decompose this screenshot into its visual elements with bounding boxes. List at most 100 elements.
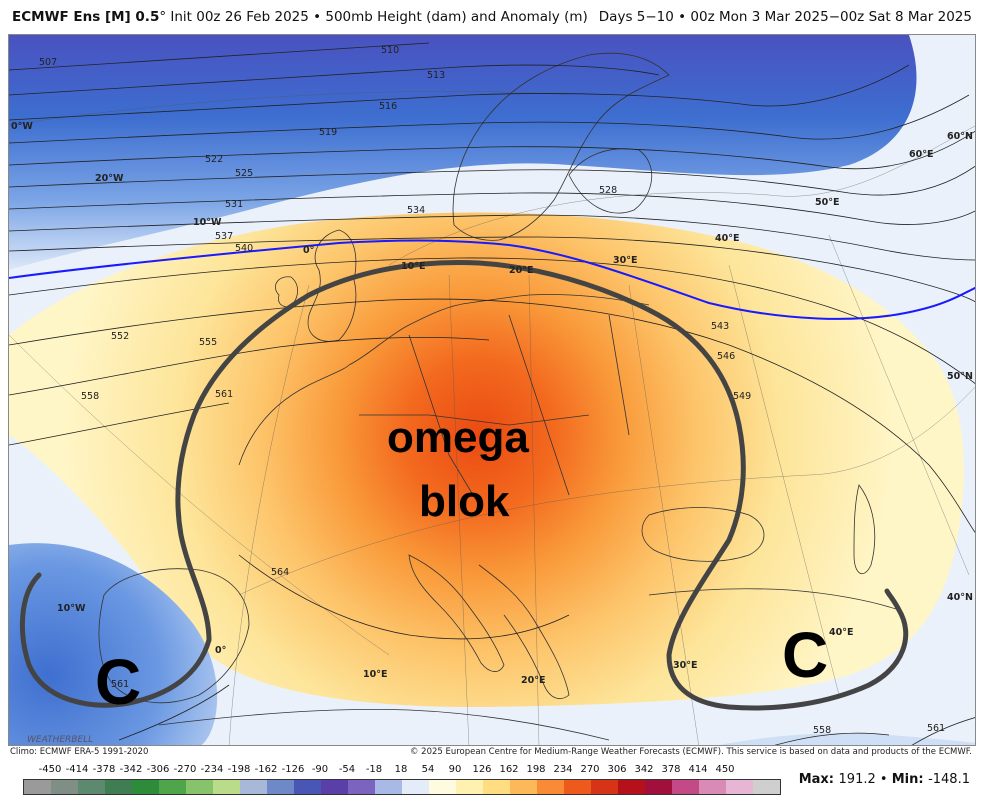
lon-label: 40°E — [829, 627, 853, 638]
colorbar-swatch — [402, 780, 429, 794]
lon-label: 30°E — [613, 255, 637, 266]
colorbar-tick-label: 126 — [472, 764, 492, 775]
colorbar-swatch — [321, 780, 348, 794]
contour-label: 516 — [379, 101, 397, 112]
climo-540-line — [9, 239, 975, 320]
colorbar-swatch — [267, 780, 294, 794]
lon-label: 10°E — [363, 669, 387, 680]
colorbar-tick-label: -450 — [38, 764, 62, 775]
colorbar-tick-label: 90 — [448, 764, 462, 775]
lat-label: 60°N — [947, 131, 973, 142]
contour-label: 534 — [407, 205, 425, 216]
contour-label: 558 — [813, 725, 831, 736]
map-canvas: 507 510 513 516 519 522 525 528 531 534 … — [9, 35, 975, 745]
colorbar-tick-label: -54 — [338, 764, 356, 775]
colorbar-tick-label: -126 — [281, 764, 305, 775]
colorbar-ticks: -450 -414 -378 -342 -306 -270 -234 -198 -162 -126… — [18, 764, 735, 778]
colorbar-tick-label: -162 — [254, 764, 278, 775]
map-header: ECMWF Ens [M] 0.5° Init 00z 26 Feb 2025 … — [0, 0, 984, 34]
contour-label: 561 — [927, 723, 945, 734]
colorbar-swatch — [213, 780, 240, 794]
contour-label: 561 — [111, 679, 129, 690]
contour-label: 543 — [711, 321, 729, 332]
omega-outline — [19, 260, 909, 711]
colorbar-swatch — [375, 780, 402, 794]
lon-label: 10°E — [401, 261, 425, 272]
annotation-blok: blok — [419, 477, 510, 526]
colorbar-swatch — [348, 780, 375, 794]
lon-label: 50°E — [815, 197, 839, 208]
colorbar-swatch — [240, 780, 267, 794]
anomaly-map: 507 510 513 516 519 522 525 528 531 534 … — [8, 34, 976, 746]
height-contours — [9, 42, 975, 745]
negative-anomaly-north — [9, 35, 917, 270]
lon-label: 20°E — [509, 265, 533, 276]
graticule — [9, 91, 975, 745]
lon-label: 60°E — [909, 149, 933, 160]
colorbar-tick-label: -378 — [92, 764, 116, 775]
colorbar-swatch — [186, 780, 213, 794]
init-and-field: Init 00z 26 Feb 2025 • 500mb Height (dam… — [166, 9, 588, 25]
colorbar-tick-label: 306 — [607, 764, 627, 775]
lon-label: 20°E — [521, 675, 545, 686]
colorbar-swatch — [753, 780, 780, 794]
colorbar-tick-label: -414 — [65, 764, 89, 775]
footer: Climo: ECMWF ERA-5 1991-2020 © 2025 Euro… — [0, 746, 984, 760]
colorbar-tick-label: 234 — [553, 764, 573, 775]
annotation-omega: omega — [387, 413, 529, 462]
min-label: Min — [891, 772, 919, 787]
colorbar-tick-label: 414 — [688, 764, 708, 775]
climo-note: Climo: ECMWF ERA-5 1991-2020 — [10, 747, 149, 757]
colorbar-swatch — [672, 780, 699, 794]
contour-label: 540 — [235, 243, 253, 254]
colorbar-tick-label: -342 — [119, 764, 143, 775]
lon-label: 0°W — [11, 121, 33, 132]
colorbar-tick-label: 450 — [715, 764, 735, 775]
contour-label: 537 — [215, 231, 233, 242]
contour-labels: 507 510 513 516 519 522 525 528 531 534 … — [39, 45, 945, 736]
colorbar-swatch — [510, 780, 537, 794]
colorbar-swatch — [726, 780, 753, 794]
lon-label: 40°E — [715, 233, 739, 244]
lon-label: 0° — [215, 645, 226, 656]
contour-label: 528 — [599, 185, 617, 196]
cyclone-label-east: C — [782, 619, 829, 691]
lon-label: 10°W — [193, 217, 222, 228]
colorbar-tick-label: 342 — [634, 764, 654, 775]
contour-label: 519 — [319, 127, 337, 138]
contour-label: 555 — [199, 337, 217, 348]
colorbar-swatch — [483, 780, 510, 794]
contour-label: 525 — [235, 168, 253, 179]
contour-label: 522 — [205, 154, 223, 165]
colorbar-swatch — [294, 780, 321, 794]
max-min-stats: Max: 191.2 • Min: -148.1 — [798, 772, 970, 787]
lat-label: 40°N — [947, 592, 973, 603]
colorbar-tick-label: -18 — [365, 764, 383, 775]
colorbar-swatch — [132, 780, 159, 794]
negative-anomaly-southeast — [719, 733, 975, 745]
copyright-note: © 2025 European Centre for Medium-Range … — [409, 747, 972, 757]
contour-label: 552 — [111, 331, 129, 342]
colorbar-swatch — [105, 780, 132, 794]
colorbar-swatch — [699, 780, 726, 794]
contour-label: 510 — [381, 45, 399, 56]
colorbar-tick-label: -306 — [146, 764, 170, 775]
colorbar: -450 -414 -378 -342 -306 -270 -234 -198 -162 -126… — [18, 764, 781, 800]
valid-period: Days 5−10 • 00z Mon 3 Mar 2025−00z Sat 8… — [598, 9, 972, 25]
colorbar-tick-label: 54 — [421, 764, 435, 775]
degree-symbol: ° — [159, 9, 167, 25]
colorbar-swatch — [591, 780, 618, 794]
colorbar-swatch — [564, 780, 591, 794]
colorbar-tick-label: -90 — [311, 764, 329, 775]
contour-label: 549 — [733, 391, 751, 402]
colorbar-tick-label: -198 — [227, 764, 251, 775]
min-value: -148.1 — [928, 772, 970, 787]
colorbar-swatch — [51, 780, 78, 794]
colorbar-swatch — [456, 780, 483, 794]
max-value: 191.2 — [838, 772, 876, 787]
colorbar-swatch — [159, 780, 186, 794]
contour-label: 561 — [215, 389, 233, 400]
cyclone-label-west: C — [95, 646, 142, 718]
colorbar-tick-label: 198 — [526, 764, 546, 775]
colorbar-tick-label: -234 — [200, 764, 224, 775]
